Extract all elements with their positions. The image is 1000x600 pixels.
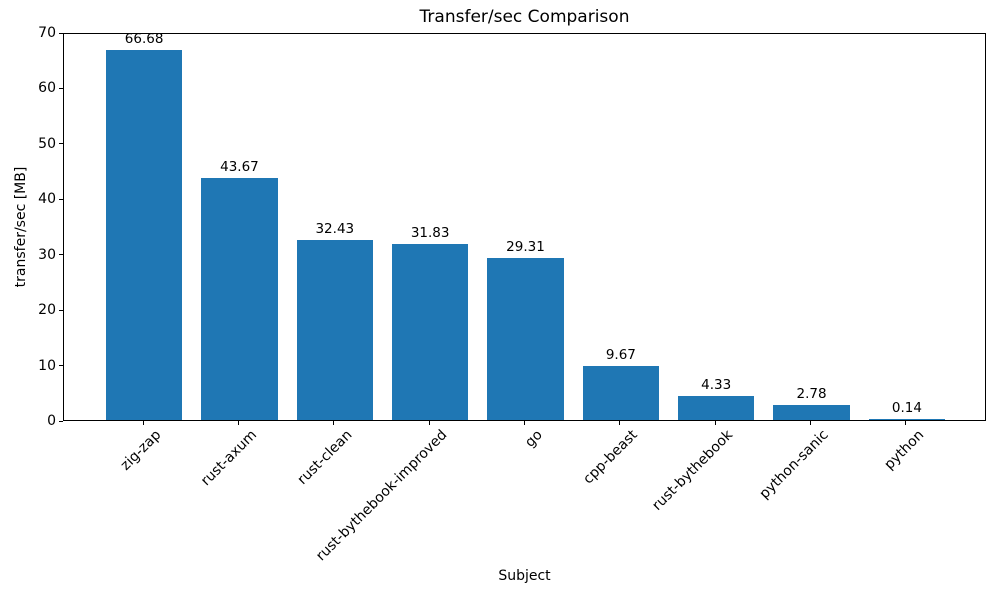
bar-value-label: 66.68 bbox=[124, 31, 164, 48]
bar bbox=[296, 240, 373, 420]
x-tick-mark bbox=[905, 421, 907, 425]
x-tick-label: rust-axum bbox=[197, 427, 260, 490]
y-tick-mark bbox=[59, 254, 63, 256]
bar-value-label: 9.67 bbox=[605, 347, 636, 364]
y-tick-label: 20 bbox=[38, 302, 56, 319]
y-tick-label: 50 bbox=[38, 135, 56, 152]
y-tick-label: 60 bbox=[38, 80, 56, 97]
bar bbox=[582, 366, 659, 420]
x-tick-label: rust-bythebook bbox=[649, 427, 737, 514]
y-tick-mark bbox=[59, 143, 63, 145]
bar-value-label: 4.33 bbox=[701, 377, 732, 393]
x-tick-mark bbox=[714, 421, 716, 425]
x-tick-label: rust-clean bbox=[294, 427, 356, 488]
bar bbox=[773, 404, 850, 420]
y-tick-mark bbox=[59, 32, 63, 34]
x-tick-mark bbox=[810, 421, 812, 425]
x-tick-label: python-sanic bbox=[756, 427, 832, 503]
bar-value-label: 2.78 bbox=[796, 385, 827, 402]
y-tick-label: 30 bbox=[38, 246, 56, 263]
y-tick-mark bbox=[59, 87, 63, 89]
bar-value-label: 32.43 bbox=[315, 221, 355, 238]
plot-area: 66.68 43.67 32.43 31.83 29.31 9.67 4.33 2.78 0.1… bbox=[63, 31, 986, 421]
y-tick-label: 0 bbox=[47, 413, 56, 429]
x-tick-label: zig-zap bbox=[117, 427, 165, 474]
y-tick-label: 10 bbox=[38, 357, 56, 374]
x-axis-label: Subject bbox=[498, 568, 551, 584]
x-tick-mark bbox=[237, 421, 239, 425]
y-tick-label: 70 bbox=[38, 25, 56, 41]
x-tick-mark bbox=[142, 421, 144, 425]
bar-value-label: 0.14 bbox=[891, 400, 922, 417]
x-tick-label: cpp-beast bbox=[580, 427, 642, 488]
x-tick-mark bbox=[333, 421, 335, 425]
bar bbox=[105, 50, 183, 420]
bar-value-label: 43.67 bbox=[220, 158, 259, 175]
x-tick-label: python bbox=[881, 427, 928, 473]
bar bbox=[868, 419, 946, 420]
bar-value-label: 29.31 bbox=[506, 238, 545, 255]
y-tick-mark bbox=[59, 309, 63, 311]
y-tick-label: 40 bbox=[38, 191, 56, 208]
x-tick-mark bbox=[619, 421, 621, 425]
y-tick-mark bbox=[59, 365, 63, 367]
bar bbox=[392, 243, 469, 420]
chart-title: Transfer/sec Comparison bbox=[419, 7, 630, 27]
y-tick-mark bbox=[59, 198, 63, 200]
y-axis-label: transfer/sec [MB] bbox=[13, 166, 29, 288]
x-tick-label: go bbox=[522, 427, 546, 451]
x-tick-mark bbox=[524, 421, 525, 425]
bar bbox=[487, 257, 564, 420]
bar bbox=[201, 177, 278, 420]
x-tick-mark bbox=[428, 421, 430, 425]
y-tick-mark bbox=[59, 420, 63, 422]
bar-value-label: 31.83 bbox=[410, 224, 450, 241]
bar bbox=[678, 396, 755, 420]
